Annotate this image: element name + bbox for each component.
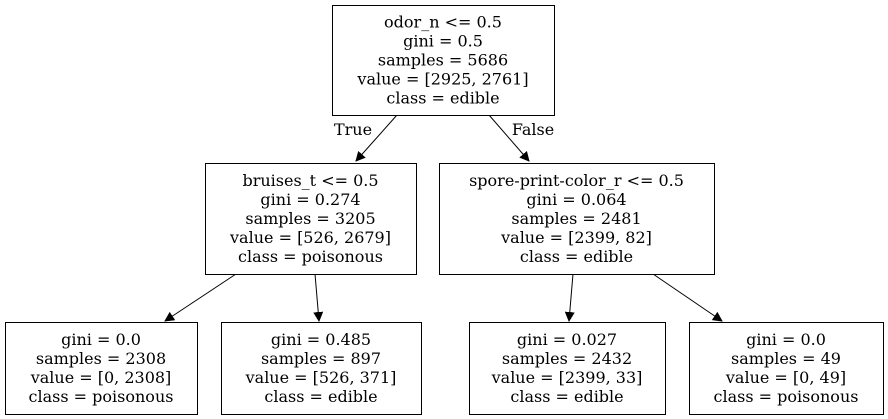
node-text-line: value = [2399, 82]: [500, 228, 652, 247]
node-text-line: value = [0, 2308]: [30, 368, 172, 387]
edge-label-true: True: [334, 120, 372, 139]
node-text-line: samples = 49: [731, 349, 841, 368]
node-text-line: class = poisonous: [714, 387, 859, 406]
node-text-line: gini = 0.5: [403, 32, 483, 51]
node-box: [689, 322, 884, 415]
node-text-line: samples = 5686: [378, 51, 508, 70]
edge-arrow-n2-n6: [652, 273, 723, 322]
node-box: [469, 322, 666, 415]
tree-edges: True False: [164, 114, 723, 322]
node-text-line: gini = 0.274: [260, 190, 360, 209]
edge-label-false: False: [512, 120, 554, 139]
node-text-line: value = [526, 371]: [245, 368, 397, 387]
node-box: [439, 163, 715, 275]
edge-arrow-n0-n2: [488, 114, 530, 162]
edge-arrow-n2-n5: [564, 273, 575, 322]
node-box: [5, 322, 198, 415]
node-text-line: value = [2925, 2761]: [356, 70, 528, 89]
node-box: [332, 5, 555, 116]
node-box: [205, 163, 417, 275]
node-text-line: value = [2399, 33]: [491, 368, 643, 387]
node-text-line: samples = 897: [261, 349, 381, 368]
node-text-line: gini = 0.0: [746, 330, 826, 349]
node-text-line: gini = 0.0: [61, 330, 141, 349]
edge-arrow-n1-n4: [313, 273, 324, 322]
edge-arrow-n0-n1: [355, 114, 398, 162]
node-text-line: spore-print-color_r <= 0.5: [469, 171, 684, 190]
node-text-line: samples = 2481: [511, 209, 641, 228]
node-text-line: class = poisonous: [238, 247, 383, 266]
node-text-line: gini = 0.485: [271, 330, 371, 349]
node-text-line: class = edible: [520, 247, 633, 266]
node-box: [221, 322, 422, 415]
node-text-line: class = edible: [386, 89, 499, 108]
node-text-line: value = [0, 49]: [725, 368, 846, 387]
node-text-line: samples = 2308: [36, 349, 166, 368]
node-text-line: samples = 2432: [502, 349, 632, 368]
node-text-line: class = edible: [264, 387, 377, 406]
node-text-line: gini = 0.027: [517, 330, 617, 349]
node-text-line: class = poisonous: [29, 387, 174, 406]
node-text-line: value = [526, 2679]: [229, 228, 391, 247]
node-text-line: odor_n <= 0.5: [384, 13, 502, 32]
node-text-line: gini = 0.064: [526, 190, 626, 209]
node-text-line: samples = 3205: [245, 209, 375, 228]
node-text-line: bruises_t <= 0.5: [242, 171, 378, 190]
edge-arrow-n1-n3: [164, 273, 237, 322]
node-text-line: class = edible: [510, 387, 623, 406]
